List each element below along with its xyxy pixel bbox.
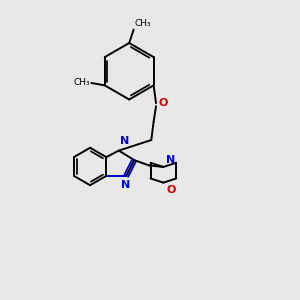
Text: O: O <box>158 98 168 108</box>
Text: N: N <box>166 154 175 165</box>
Text: O: O <box>166 185 176 195</box>
Text: N: N <box>120 136 130 146</box>
Text: N: N <box>121 180 130 190</box>
Text: CH₃: CH₃ <box>73 79 90 88</box>
Text: CH₃: CH₃ <box>134 19 151 28</box>
